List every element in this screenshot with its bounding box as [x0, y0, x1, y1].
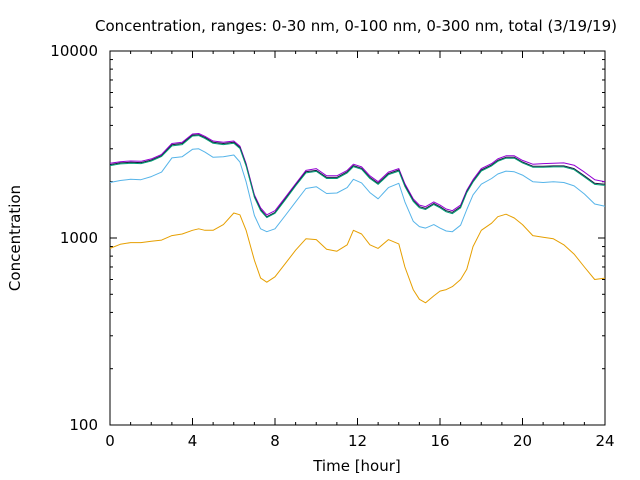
x-tick-label: 0 [105, 432, 115, 450]
y-axis-label: Concentration [6, 185, 24, 291]
series-line-0-300nm [109, 135, 606, 219]
series-layer [109, 133, 606, 304]
x-tick-label: 24 [595, 432, 614, 450]
minor-ticks [110, 51, 605, 425]
x-axis-ticks: 0 4 8 12 16 20 24 [105, 51, 615, 450]
y-tick-label: 1000 [60, 229, 98, 247]
x-tick-label: 20 [513, 432, 532, 450]
x-tick-label: 16 [430, 432, 449, 450]
series-line-0-30nm [109, 212, 606, 304]
series-line-total [109, 133, 606, 216]
y-axis-ticks: 100 1000 10000 [50, 42, 605, 434]
x-tick-label: 8 [270, 432, 280, 450]
x-tick-label: 12 [348, 432, 367, 450]
chart-title: Concentration, ranges: 0-30 nm, 0-100 nm… [95, 17, 617, 35]
series-line-dark [109, 134, 606, 218]
y-tick-label: 100 [69, 416, 98, 434]
x-axis-label: Time [hour] [312, 457, 401, 475]
x-tick-label: 4 [188, 432, 198, 450]
plot-frame [109, 50, 606, 426]
y-tick-label: 10000 [50, 42, 98, 60]
series-line-0-100nm [109, 148, 606, 233]
